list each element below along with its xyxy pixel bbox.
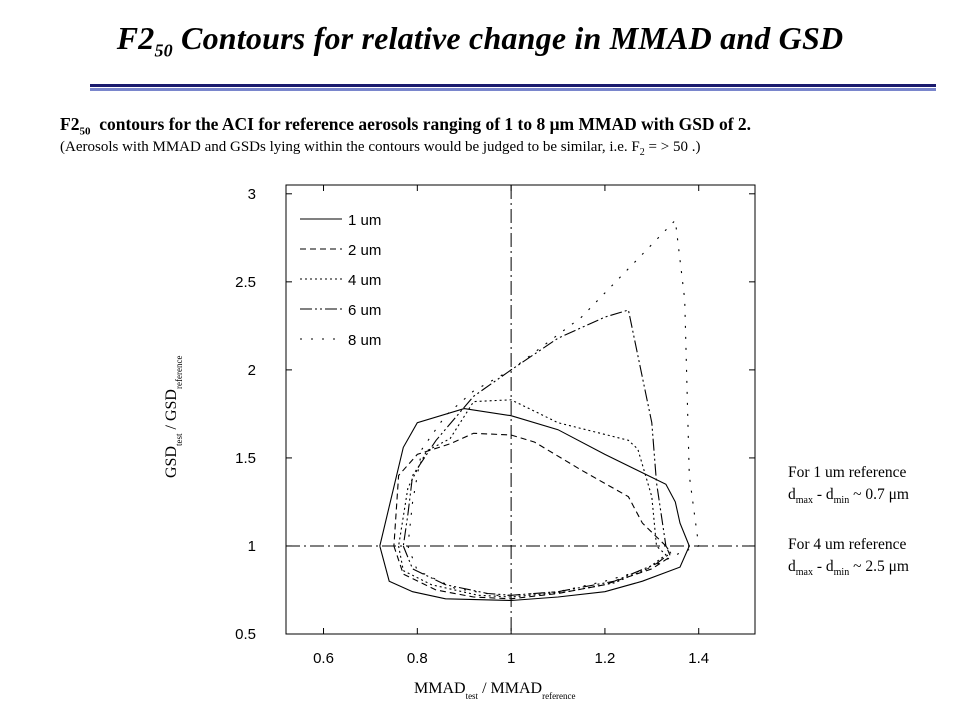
y-axis-label-sub1: test [174,433,184,446]
x-axis-label: MMADtest / MMADreference [414,680,576,701]
title-rest: Contours for relative change in MMAD and… [172,20,844,56]
title-main: F2 [116,20,155,56]
title-subscript: 50 [154,40,173,61]
x-tick-label: 1.4 [688,650,709,667]
note-gap [788,512,909,534]
note-line-2-d: d [788,486,796,503]
y-axis-label-sep: / GSD [163,389,180,433]
y-tick-label: 2 [248,362,256,379]
series-line-1-um [379,408,690,602]
description-line-1: F250 contours for the ACI for reference … [60,114,751,138]
legend: 1 um 2 um 4 um 6 um 8 um [300,212,381,349]
axis-ticks: 0.6 0.8 1 1.2 1.4 0.5 1 1.5 2 2.5 3 [235,185,755,667]
slide-title: F250 Contours for relative change in MMA… [0,20,960,61]
y-tick-label: 2.5 [235,274,256,291]
x-axis-label-main: MMAD [414,680,466,697]
legend-label: 2 um [348,242,381,259]
legend-label: 1 um [348,212,381,229]
note-line-4: dmax - dmin ~ 2.5 μm [788,556,909,584]
series-line-2-um [393,432,672,600]
x-tick-label: 1.2 [594,650,615,667]
plot-frame [285,184,756,635]
legend-label: 4 um [348,272,381,289]
note-line-2: dmax - dmin ~ 0.7 μm [788,484,909,512]
y-axis-label-sub2: reference [174,356,184,389]
note-line-4-d: d [788,558,796,576]
desc2-pre: (Aerosols with MMAD and GSDs lying withi… [60,139,640,155]
reference-lines [286,185,755,634]
note-line-2-value: ~ 0.7 μm [849,486,909,503]
legend-label: 6 um [348,302,381,319]
y-tick-label: 3 [248,186,256,203]
note-line-2-sub-min: min [833,495,850,507]
note-line-4-sub-max: max [795,567,813,579]
desc1-subscript: 50 [79,125,91,138]
desc1-main: F2 [60,114,80,134]
series-lines [379,218,700,602]
legend-label: 8 um [348,332,381,349]
note-line-3: For 4 um reference [788,536,907,554]
note-line-2-sub-max: max [795,495,813,507]
desc2-subscript: 2 [639,147,645,158]
y-tick-label: 0.5 [235,626,256,643]
series-line-6-um [402,309,672,596]
desc2-post: = > 50 .) [644,139,701,155]
y-tick-label: 1 [248,538,256,555]
x-axis-label-sep: / MMAD [478,680,542,697]
note-line-4-mid: - d [812,558,834,576]
title-rule-dark [90,84,936,87]
x-tick-label: 0.8 [407,650,428,667]
reference-note: For 1 um reference dmax - dmin ~ 0.7 μm … [788,462,909,584]
description-line-2: (Aerosols with MMAD and GSDs lying withi… [60,139,700,158]
title-rule-light [90,88,936,91]
note-line-4-value: ~ 2.5 μm [849,558,909,576]
x-axis-label-sub1: test [466,691,479,701]
note-line-2-mid: - d [812,486,834,503]
y-axis-label-main: GSD [163,446,180,478]
series-line-8-um [407,218,700,596]
y-tick-label: 1.5 [235,450,256,467]
desc1-rest: contours for the ACI for reference aeros… [90,114,752,134]
note-line-4-sub-min: min [833,567,850,579]
y-axis-label: GSDtest / GSDreference [163,356,184,478]
x-tick-label: 1 [507,650,515,667]
series-line-4-um [398,399,667,598]
note-line-1: For 1 um reference [788,464,907,481]
x-axis-label-sub2: reference [542,691,575,701]
x-tick-label: 0.6 [313,650,334,667]
